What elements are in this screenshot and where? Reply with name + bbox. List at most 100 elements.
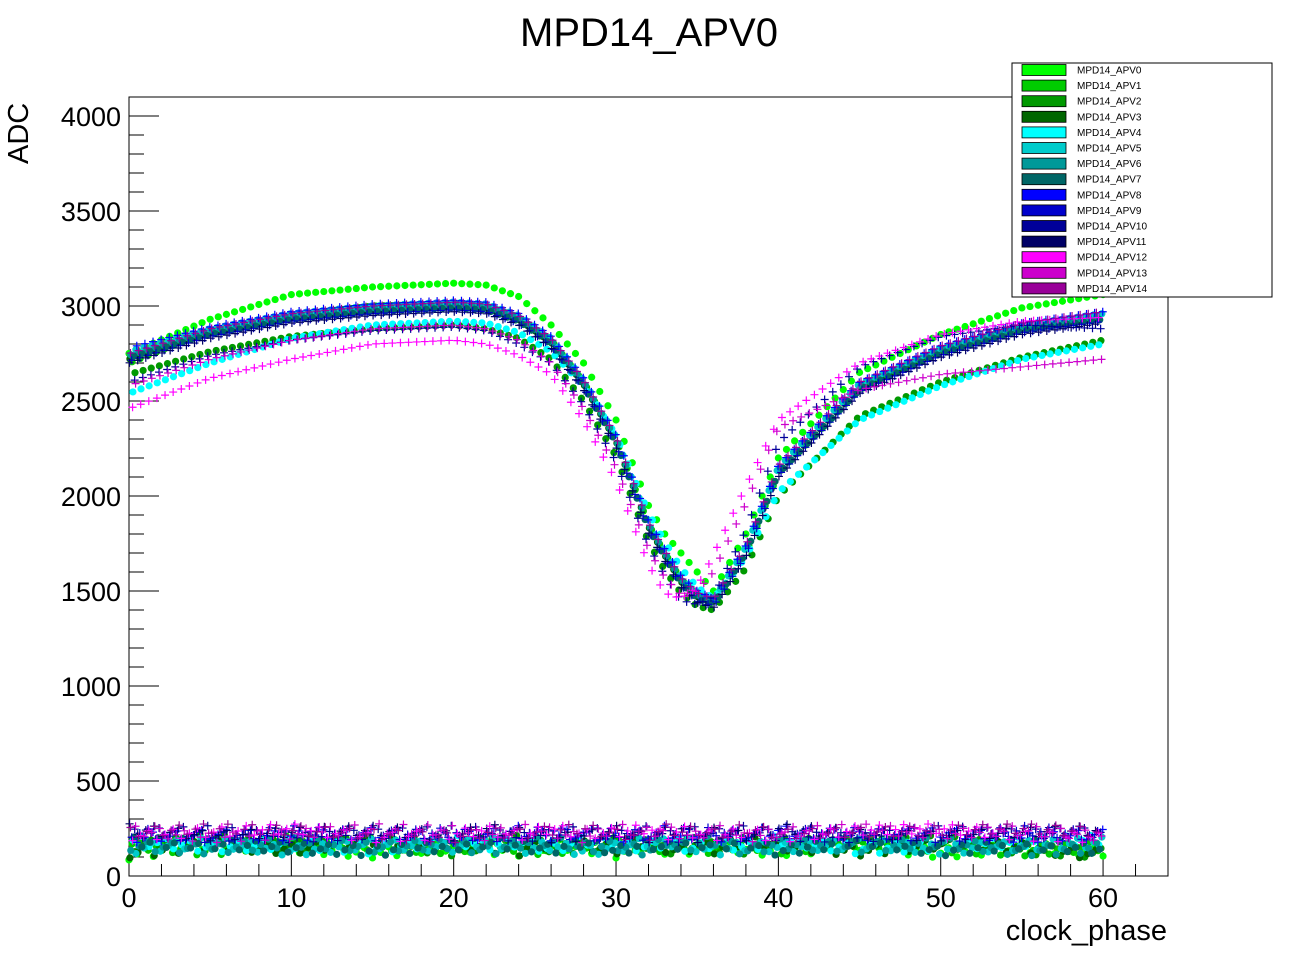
data-point [659,570,668,579]
data-point [305,831,314,840]
data-point [1093,839,1101,847]
data-point [865,373,874,382]
data-point [396,837,405,846]
data-point [315,349,324,358]
data-point [572,375,581,384]
data-point [136,400,145,409]
data-point [1079,344,1087,352]
data-point [369,301,378,310]
data-point [600,849,609,857]
data-point [924,820,933,829]
data-point [310,833,319,842]
data-point [169,388,178,397]
data-point [908,394,916,402]
data-point [775,460,784,469]
data-point [579,373,588,382]
data-point [545,823,554,832]
data-point [747,844,755,852]
data-point [155,362,163,370]
data-point [272,312,281,321]
data-point [247,825,256,834]
data-point [441,279,450,288]
data-point [961,322,969,331]
data-point [572,837,581,846]
data-point [248,846,257,854]
data-point [907,829,916,838]
data-point [862,384,871,393]
data-point [1051,821,1060,830]
data-point [263,298,271,306]
data-point [927,372,936,381]
data-point [1003,323,1012,332]
data-point [552,366,561,375]
data-point [317,832,326,841]
data-point [875,352,884,361]
data-point [1039,322,1048,331]
data-point [609,846,617,854]
data-point [531,307,539,315]
data-point [986,327,995,336]
data-point [146,838,154,846]
data-point [712,831,721,840]
data-point [218,848,226,856]
data-point [451,838,460,847]
data-point [902,376,911,385]
data-point [458,308,467,317]
data-point [625,493,634,502]
legend-entry: MPD14_APV9 [1077,206,1142,217]
data-point [164,369,173,378]
data-point [502,325,510,333]
data-point [1029,837,1038,846]
data-point [466,280,474,288]
data-point [602,435,610,443]
data-point [636,508,645,517]
data-point [964,325,973,334]
data-point [1027,820,1036,829]
data-point [1018,330,1027,339]
data-point [602,445,611,454]
data-point [342,328,351,337]
data-point [443,828,452,837]
data-point [1016,362,1025,371]
data-point [180,363,189,372]
data-point [504,836,513,845]
data-point [912,352,921,361]
data-point [546,332,555,341]
data-point [638,851,646,859]
data-point [781,838,789,847]
data-point [312,316,321,325]
data-point [547,838,556,847]
data-point [245,832,254,841]
data-point [959,368,968,377]
data-point [694,831,703,840]
data-point [220,351,229,360]
data-point [1076,822,1085,831]
data-point [349,328,358,337]
data-point [335,303,344,312]
data-point [585,410,594,419]
data-point [1043,825,1052,834]
data-point [443,298,452,307]
legend-entry: MPD14_APV11 [1077,237,1147,248]
data-point [177,370,186,378]
data-point [980,833,989,842]
data-point [713,836,722,845]
data-point [292,844,300,852]
data-point [637,501,646,510]
data-point [797,412,806,421]
data-point [384,299,393,308]
data-point [966,849,974,857]
data-point [150,822,159,831]
data-point [841,401,850,410]
data-point [937,836,946,845]
data-point [958,822,967,831]
data-point [550,825,559,834]
data-point [946,826,955,835]
data-point [182,341,191,350]
data-point [872,361,880,369]
data-point [303,289,312,297]
data-point [932,332,941,341]
data-point [921,360,930,369]
data-point [242,821,251,830]
data-point [873,370,882,379]
